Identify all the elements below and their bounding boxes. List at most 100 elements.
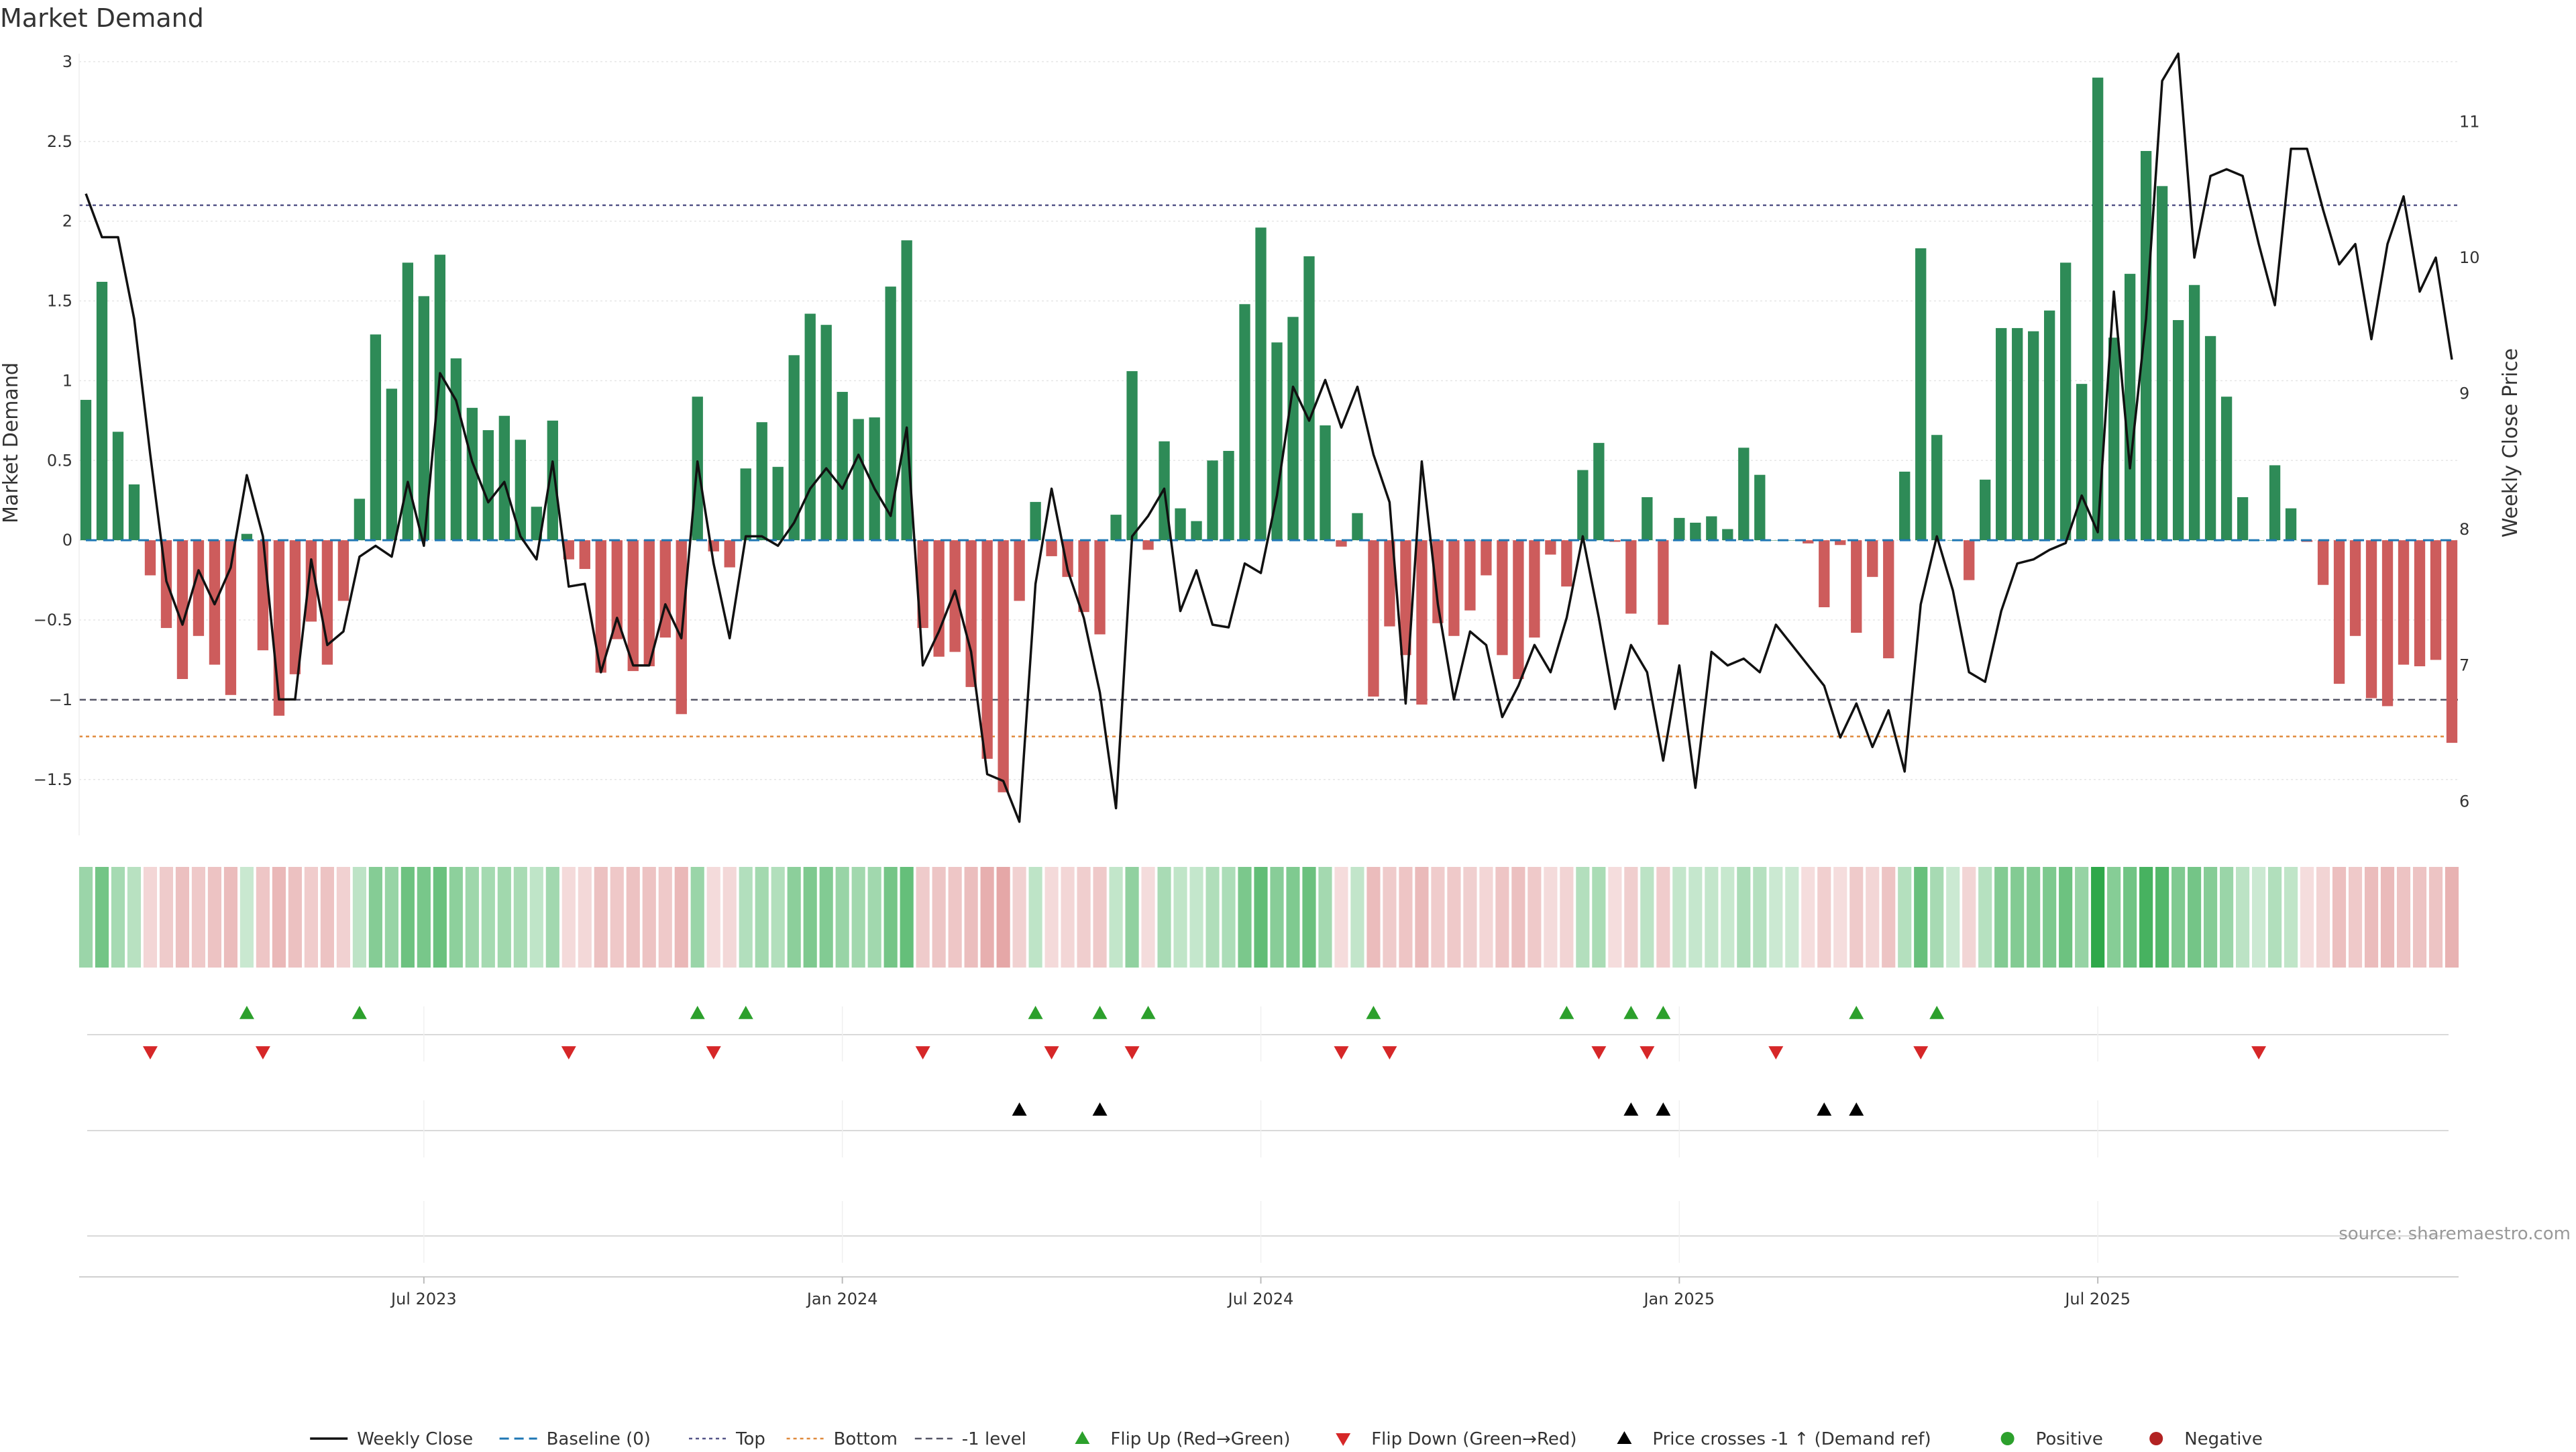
heat-cell bbox=[1785, 867, 1799, 968]
demand-bar bbox=[2365, 540, 2377, 698]
heat-cell bbox=[1946, 867, 1960, 968]
demand-bar bbox=[1352, 513, 1363, 541]
heat-cell bbox=[207, 867, 222, 968]
heat-cell bbox=[674, 867, 688, 968]
x-tick-label: Jan 2024 bbox=[806, 1290, 878, 1308]
legend-item-top: Top bbox=[689, 1429, 765, 1449]
heat-cell bbox=[2043, 867, 2057, 968]
demand-bar bbox=[547, 420, 558, 541]
flip-down-marker bbox=[1640, 1046, 1655, 1059]
heat-cell bbox=[1978, 867, 1992, 968]
demand-bar bbox=[1867, 540, 1878, 577]
heat-cell bbox=[1801, 867, 1815, 968]
heat-cell bbox=[1028, 867, 1042, 968]
heat-cell bbox=[2091, 867, 2105, 968]
demand-bar bbox=[1464, 540, 1476, 611]
x-axis: Jul 2023 Jan 2024 Jul 2024 Jan 2025 Jul 2025 bbox=[79, 1276, 2459, 1308]
heat-cell bbox=[900, 867, 914, 968]
heat-cell bbox=[1640, 867, 1654, 968]
demand-bar bbox=[241, 533, 253, 541]
demand-bar bbox=[981, 540, 993, 759]
legend-swatch bbox=[2149, 1432, 2163, 1445]
y-tick-label: 2 bbox=[62, 212, 72, 231]
flip-up-marker bbox=[352, 1006, 367, 1019]
demand-bar bbox=[1094, 540, 1106, 635]
y-tick-label: 3 bbox=[62, 52, 72, 71]
heat-cell bbox=[1705, 867, 1719, 968]
heat-cell bbox=[1318, 867, 1332, 968]
heat-cell bbox=[2123, 867, 2137, 968]
legend-item-positive: Positive bbox=[2000, 1429, 2103, 1449]
demand-bar bbox=[2446, 540, 2458, 743]
heat-cell bbox=[642, 867, 656, 968]
heat-cell bbox=[1222, 867, 1236, 968]
demand-bar bbox=[1207, 460, 1218, 541]
demand-bar bbox=[1915, 248, 1927, 541]
flip-up-marker bbox=[1092, 1006, 1108, 1019]
legend-label: Flip Down (Green→Red) bbox=[1371, 1429, 1576, 1449]
demand-bar bbox=[1593, 443, 1605, 541]
heat-cell bbox=[755, 867, 769, 968]
demand-bar bbox=[1223, 451, 1234, 541]
demand-bar bbox=[2060, 262, 2072, 541]
demand-bar bbox=[1883, 540, 1894, 659]
heat-cell bbox=[352, 867, 366, 968]
demand-bar bbox=[1046, 540, 1057, 556]
heat-cell bbox=[1849, 867, 1864, 968]
heat-cell bbox=[626, 867, 640, 968]
y-tick-label: −1.5 bbox=[34, 770, 72, 789]
heat-cell bbox=[433, 867, 447, 968]
heat-cell bbox=[964, 867, 978, 968]
heat-cell bbox=[2171, 867, 2186, 968]
heat-cell bbox=[867, 867, 881, 968]
heat-cell bbox=[578, 867, 592, 968]
demand-bar bbox=[2188, 284, 2200, 541]
heat-cell bbox=[449, 867, 463, 968]
demand-bar bbox=[482, 430, 494, 541]
heat-cell bbox=[1817, 867, 1831, 968]
legend-item-negative: Negative bbox=[2149, 1429, 2263, 1449]
demand-bar bbox=[2044, 310, 2055, 541]
demand-bar bbox=[837, 392, 848, 541]
demand-bars bbox=[80, 77, 2458, 792]
heat-cell bbox=[481, 867, 495, 968]
demand-bar bbox=[337, 540, 350, 601]
heat-cell bbox=[658, 867, 672, 968]
demand-bar bbox=[112, 431, 124, 541]
heat-cell bbox=[2316, 867, 2330, 968]
heat-cell bbox=[384, 867, 398, 968]
heat-cell bbox=[2396, 867, 2411, 968]
flip-down-marker bbox=[1044, 1046, 1059, 1059]
heat-cell bbox=[690, 867, 704, 968]
chart-title: Market Demand bbox=[0, 3, 204, 33]
heat-cell bbox=[2300, 867, 2314, 968]
heat-cell bbox=[1994, 867, 2008, 968]
flip-up-marker bbox=[1028, 1006, 1043, 1019]
heat-cell bbox=[1753, 867, 1767, 968]
heat-cell bbox=[1141, 867, 1155, 968]
demand-bar bbox=[2108, 338, 2120, 541]
heat-cell bbox=[513, 867, 527, 968]
demand-bar bbox=[1239, 304, 1250, 541]
heat-cell bbox=[159, 867, 174, 968]
heat-cell bbox=[980, 867, 994, 968]
legend-item-bottom: Bottom bbox=[786, 1429, 898, 1449]
demand-bar bbox=[1625, 540, 1637, 614]
heat-cell bbox=[1866, 867, 1880, 968]
cross-marker bbox=[1623, 1102, 1639, 1116]
demand-bar bbox=[1803, 540, 1814, 543]
demand-bar bbox=[1642, 497, 1653, 541]
demand-bar bbox=[1191, 521, 1202, 541]
y2-tick-label: 9 bbox=[2459, 384, 2469, 403]
demand-bar bbox=[466, 407, 478, 541]
demand-bar bbox=[579, 540, 590, 569]
y-tick-label: 1.5 bbox=[47, 292, 72, 311]
heat-cell bbox=[1672, 867, 1686, 968]
heat-cell bbox=[1093, 867, 1107, 968]
legend-label: Negative bbox=[2184, 1429, 2263, 1449]
heat-cell bbox=[1914, 867, 1928, 968]
heat-cell bbox=[127, 867, 142, 968]
heat-cell bbox=[1431, 867, 1445, 968]
demand-bar bbox=[2220, 397, 2233, 541]
